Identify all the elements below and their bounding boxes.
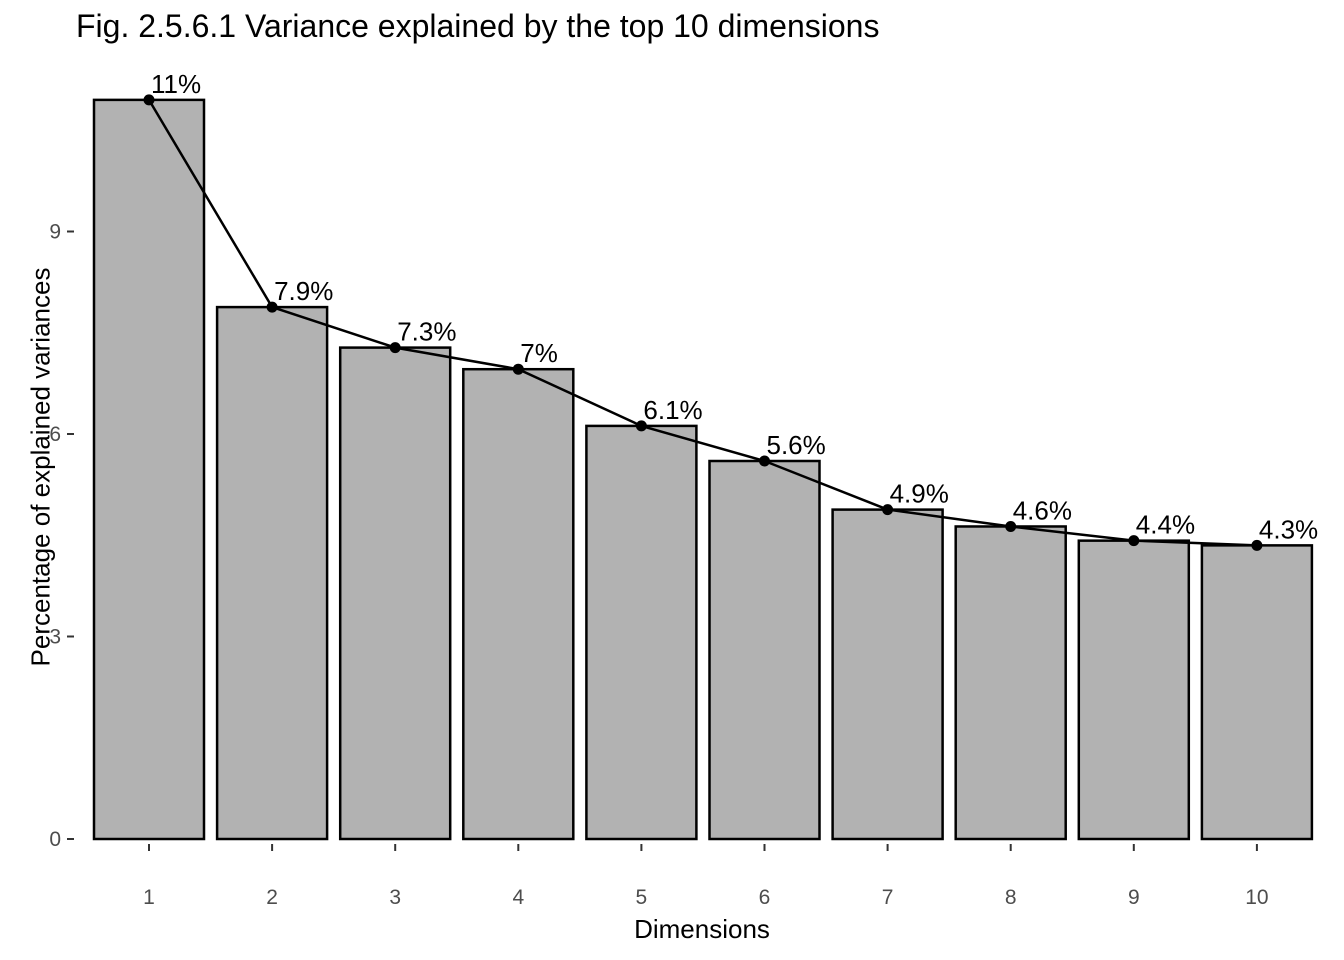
y-tick-label: 3 — [49, 626, 61, 649]
data-labels: 11% 7.9% 7.3% 7% 6.1% 5.6% 4.9% 4.6% 4.4% 4.3% — [151, 69, 1318, 545]
bar — [338, 346, 452, 841]
bars — [92, 98, 1314, 841]
data-label: 11% — [151, 69, 201, 99]
bar — [92, 98, 206, 841]
data-label: 6.1% — [643, 395, 702, 425]
data-point — [1251, 539, 1263, 551]
bar — [831, 508, 944, 841]
x-axis-title: Dimensions — [634, 914, 770, 944]
data-label: 5.6% — [767, 430, 826, 460]
x-tick-label: 2 — [266, 886, 278, 909]
x-axis: 1 2 3 4 5 6 7 8 9 10 — [143, 844, 1269, 909]
data-point — [389, 342, 401, 354]
y-axis: 0 3 6 9 — [49, 221, 74, 851]
data-label: 7.9% — [274, 276, 333, 306]
bar — [1077, 539, 1191, 841]
data-label: 7% — [520, 338, 558, 368]
x-tick-label: 4 — [512, 886, 524, 909]
data-point — [635, 420, 647, 432]
data-point — [1005, 520, 1017, 532]
data-label: 4.3% — [1259, 514, 1318, 544]
data-point — [759, 455, 770, 467]
data-point — [143, 94, 155, 106]
data-label: 4.4% — [1136, 510, 1195, 540]
trend-line-layer — [143, 94, 1263, 551]
trend-line — [147, 99, 1257, 547]
bar — [1200, 544, 1314, 841]
data-point — [266, 301, 278, 313]
data-label: 4.9% — [890, 479, 949, 509]
bar — [585, 424, 698, 841]
bar — [708, 459, 821, 841]
y-tick-label: 9 — [49, 221, 61, 244]
x-tick-label: 5 — [636, 886, 648, 909]
data-point — [512, 363, 524, 375]
data-label: 7.3% — [397, 317, 456, 347]
data-point — [1128, 535, 1140, 547]
data-point — [882, 504, 894, 516]
x-tick-label: 1 — [143, 886, 155, 909]
chart-title: Fig. 2.5.6.1 Variance explained by the t… — [76, 8, 880, 44]
data-label: 4.6% — [1013, 495, 1072, 525]
x-tick-label: 9 — [1128, 886, 1140, 909]
x-tick-label: 8 — [1005, 886, 1017, 909]
y-tick-label: 0 — [49, 828, 61, 851]
bar — [954, 525, 1067, 841]
x-tick-label: 3 — [389, 886, 401, 909]
y-tick-label: 6 — [49, 423, 61, 446]
x-tick-label: 10 — [1245, 886, 1268, 909]
bar — [462, 367, 575, 841]
bar — [215, 305, 329, 841]
x-tick-label: 6 — [759, 886, 771, 909]
x-tick-label: 7 — [882, 886, 894, 909]
